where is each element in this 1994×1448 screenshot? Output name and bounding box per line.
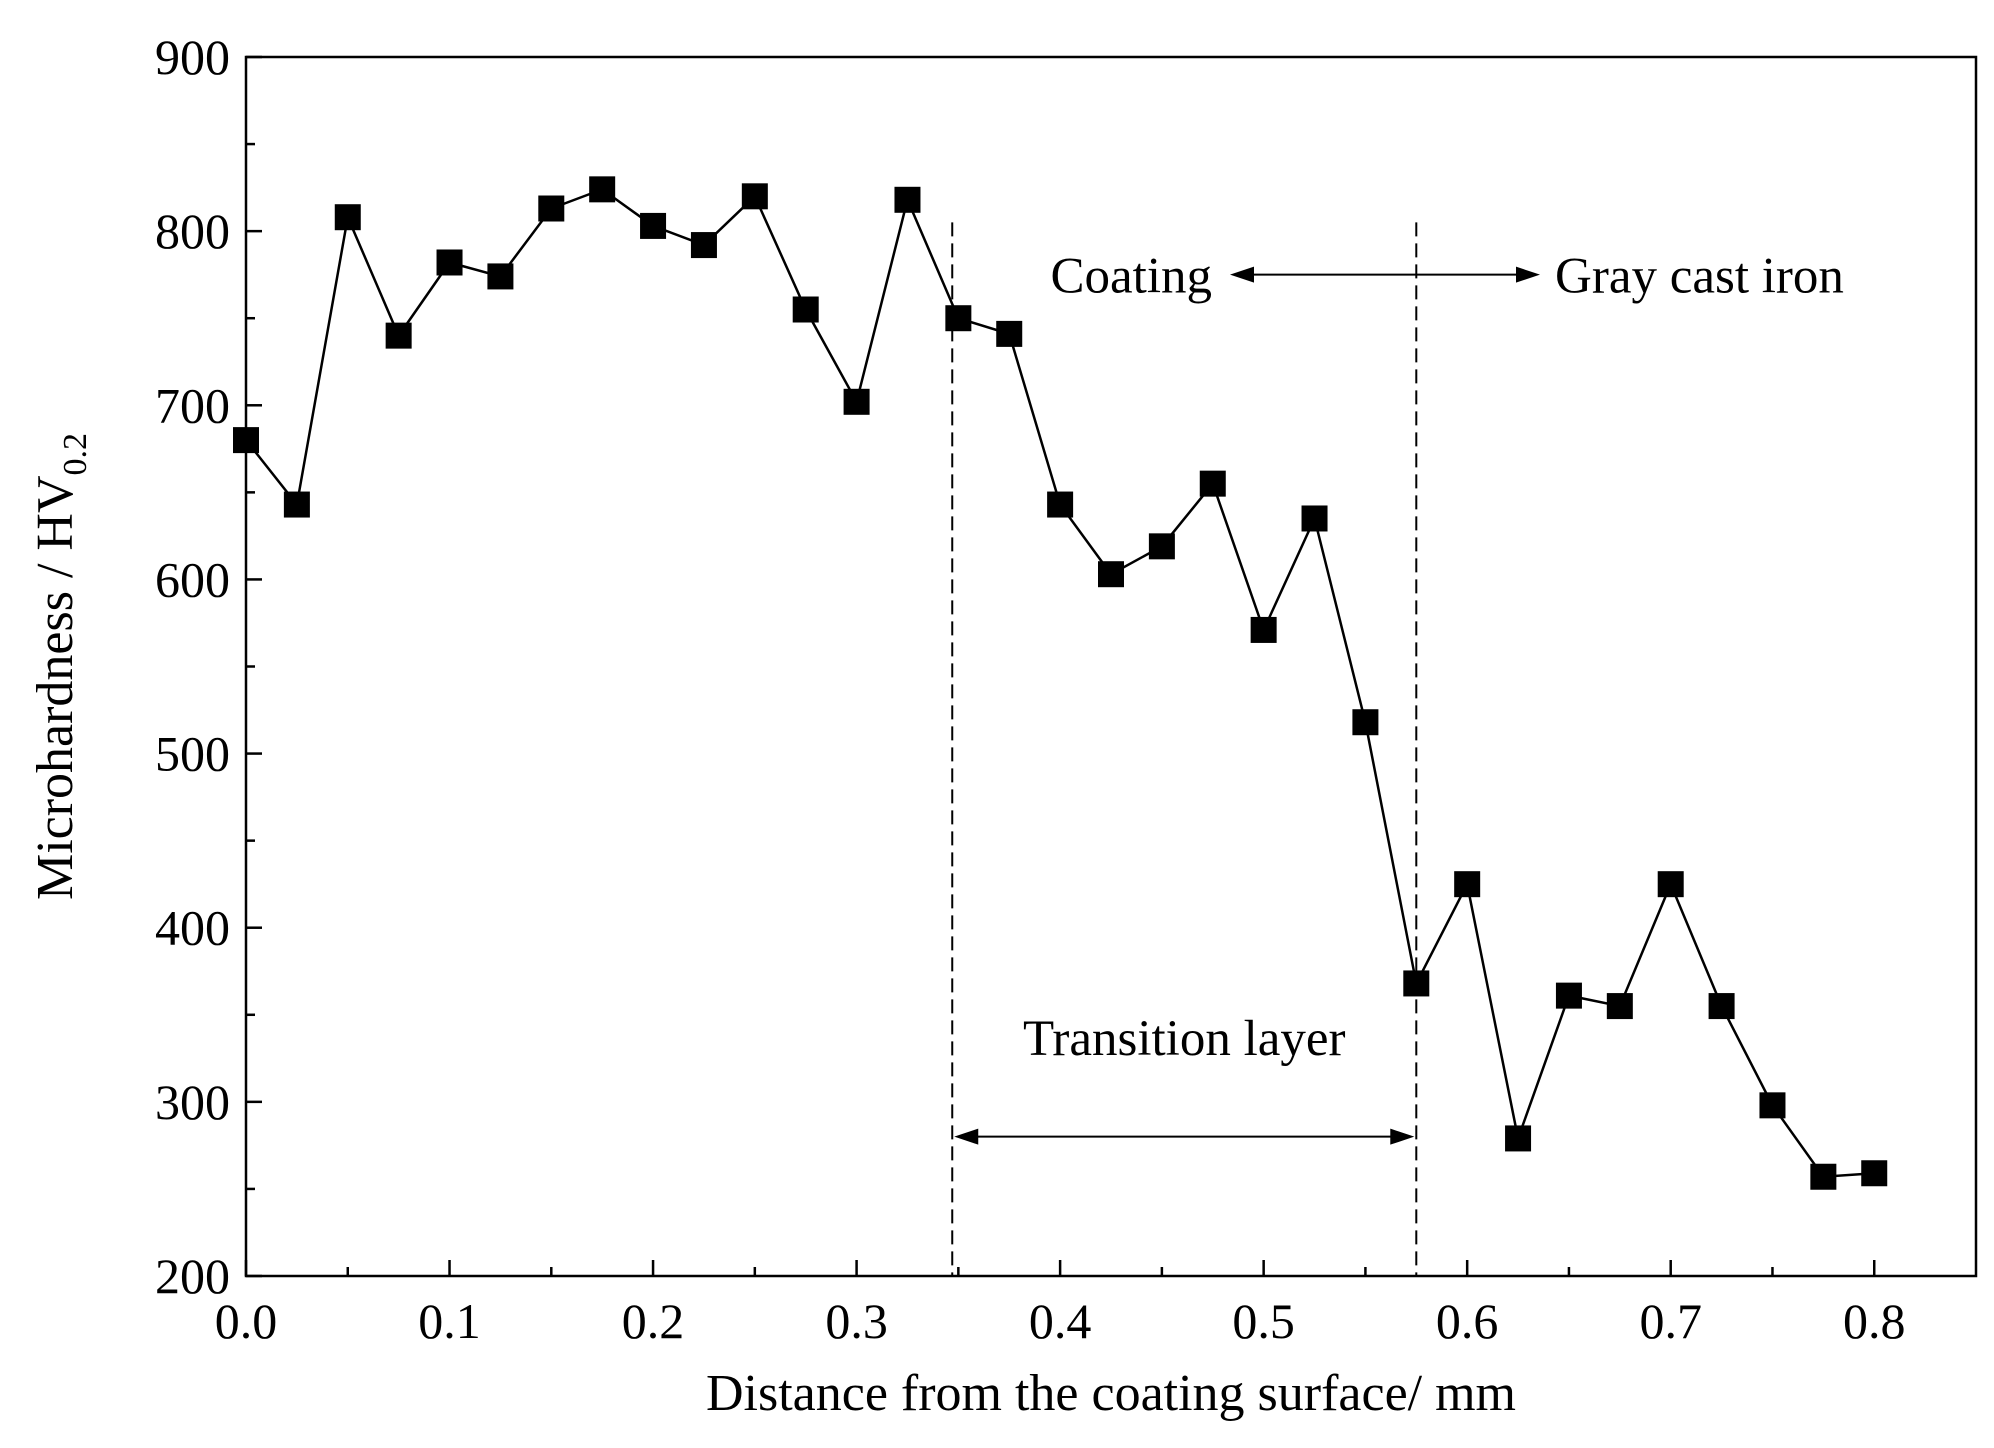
gray-cast-iron-label: Gray cast iron [1555, 249, 1844, 305]
x-tick-label: 0.3 [825, 1293, 888, 1349]
data-point-marker [1301, 505, 1328, 532]
data-point-marker [1708, 993, 1735, 1020]
y-axis-title-subscript: 0.2 [57, 433, 94, 476]
data-point-marker [640, 212, 667, 239]
data-point-marker [1250, 616, 1277, 643]
data-point-marker [1657, 871, 1684, 898]
data-point-marker [792, 296, 819, 323]
y-tick-label: 900 [155, 29, 230, 85]
data-point-marker [1047, 491, 1074, 518]
coating-arrowhead [1230, 266, 1254, 283]
data-point-marker [487, 263, 514, 290]
x-axis-title: Distance from the coating surface/ mm [706, 1365, 1516, 1422]
y-axis-ticks: 200 300 400 500 600 700 800 900 [155, 29, 262, 1304]
data-point-marker [690, 232, 717, 259]
layer-boundaries [951, 222, 1418, 1276]
x-tick-label: 0.8 [1843, 1293, 1906, 1349]
x-tick-label: 0.4 [1029, 1293, 1092, 1349]
data-point-marker [1759, 1092, 1786, 1119]
plot-area-frame [244, 55, 1978, 1278]
data-series [233, 176, 1888, 1190]
data-point-marker [538, 195, 565, 222]
y-tick-label: 200 [155, 1248, 230, 1304]
data-point-marker [1199, 470, 1226, 497]
data-point-marker [843, 388, 870, 415]
data-point-marker [1148, 533, 1175, 560]
y-tick-label: 300 [155, 1074, 230, 1130]
x-tick-label: 0.0 [215, 1293, 278, 1349]
y-axis-title-main: Microhardness / HV [27, 475, 84, 900]
data-point-marker [1861, 1160, 1888, 1187]
data-point-marker [741, 183, 768, 210]
x-tick-label: 0.6 [1436, 1293, 1499, 1349]
data-point-marker [283, 491, 310, 518]
y-tick-label: 700 [155, 377, 230, 433]
data-point-marker [1098, 561, 1124, 588]
data-point-marker [334, 204, 361, 231]
y-axis-title: Microhardness / HV0.2 [27, 433, 94, 900]
transition-right-arrowhead [1390, 1128, 1415, 1145]
data-point-marker [1606, 993, 1633, 1020]
data-point-marker [1555, 982, 1582, 1009]
data-point-marker [589, 176, 616, 203]
transition-layer-label: Transition layer [1023, 1011, 1346, 1067]
y-tick-label: 400 [155, 900, 230, 956]
gray-cast-iron-arrowhead [1516, 266, 1540, 283]
data-point-marker [996, 320, 1023, 347]
data-point-marker [1505, 1125, 1532, 1152]
y-tick-label: 500 [155, 726, 230, 782]
data-point-marker [1352, 709, 1379, 736]
x-tick-label: 0.2 [622, 1293, 685, 1349]
y-tick-label: 600 [155, 551, 230, 607]
x-axis-ticks: 0.0 0.1 0.2 0.3 0.4 0.5 0.6 0.7 0.8 [215, 1260, 1906, 1349]
data-point-marker [436, 249, 463, 276]
data-point-marker [945, 305, 972, 332]
x-tick-label: 0.1 [418, 1293, 481, 1349]
coating-label: Coating [1051, 249, 1213, 305]
y-tick-label: 800 [155, 203, 230, 259]
x-tick-label: 0.7 [1639, 1293, 1702, 1349]
data-point-marker [1403, 970, 1430, 997]
x-tick-label: 0.5 [1232, 1293, 1295, 1349]
data-point-marker [1810, 1163, 1837, 1190]
annotation-arrows [954, 266, 1540, 1145]
transition-left-arrowhead [954, 1128, 979, 1145]
data-point-marker [894, 186, 921, 213]
data-point-marker [385, 322, 412, 349]
data-point-marker [1454, 871, 1481, 898]
